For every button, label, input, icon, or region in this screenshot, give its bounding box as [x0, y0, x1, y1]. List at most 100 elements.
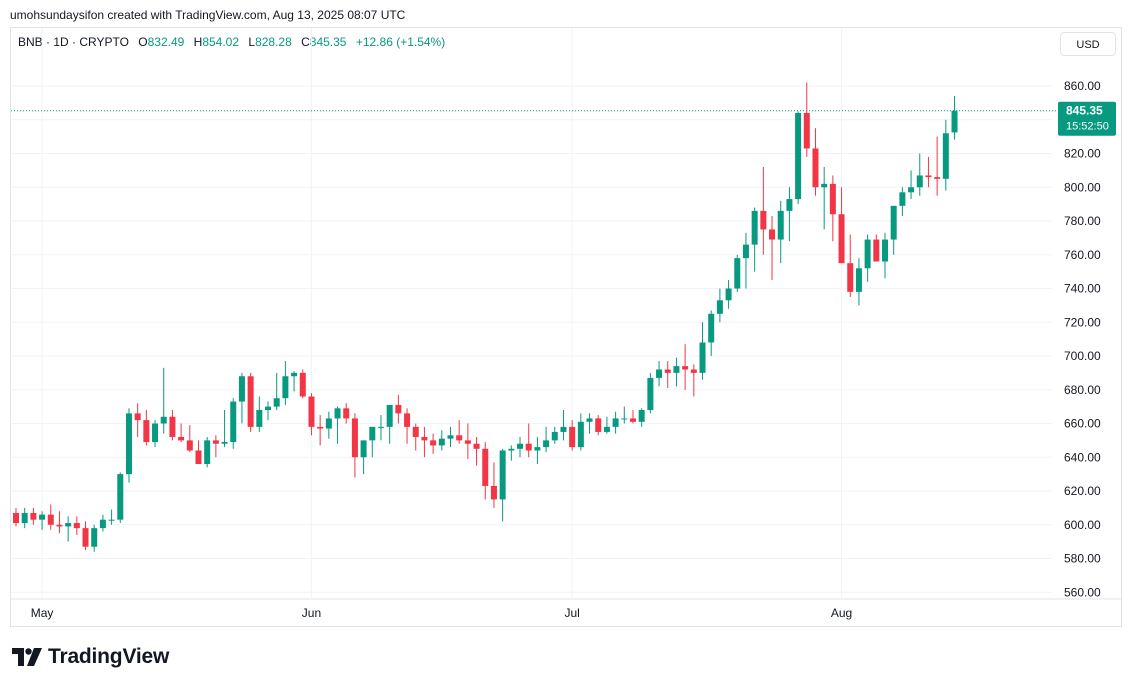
price-tag: 845.35 15:52:50: [1058, 101, 1116, 136]
candle-body: [265, 406, 272, 410]
x-tick-label: Jun: [302, 606, 321, 620]
candle-body: [882, 239, 888, 262]
candle-down: [690, 364, 697, 397]
candle-up: [99, 514, 106, 532]
tradingview-brand[interactable]: TradingView: [12, 645, 169, 669]
candle-up: [638, 408, 645, 427]
candle-body: [291, 372, 298, 377]
candle-body: [847, 263, 854, 292]
candle-body: [412, 426, 419, 437]
candle-up: [551, 426, 558, 444]
candle-up: [899, 187, 906, 216]
candle-body: [908, 187, 915, 193]
candle-body: [230, 401, 237, 443]
candle-down: [308, 393, 315, 436]
candle-down: [56, 511, 63, 534]
candle-body: [186, 440, 193, 451]
symbol-legend: BNB · 1D · CRYPTO O832.49 H854.02 L828.2…: [18, 35, 451, 49]
candle-body: [647, 377, 654, 410]
candle-body: [195, 450, 202, 464]
candle-body: [273, 398, 280, 407]
candles: [13, 82, 958, 552]
candle-down: [473, 437, 480, 466]
candle-up: [325, 411, 332, 439]
candle-body: [699, 342, 706, 373]
candle-down: [482, 442, 489, 500]
candle-body: [803, 113, 810, 149]
x-tick-label: Aug: [831, 606, 852, 620]
candle-up: [603, 416, 610, 434]
candle-up: [656, 361, 663, 387]
candle-body: [317, 426, 324, 429]
candle-down: [664, 361, 671, 389]
candle-up: [152, 420, 159, 448]
candle-body: [82, 528, 89, 547]
candle-up: [612, 411, 619, 434]
x-axis-ticks[interactable]: May Jun Jul Aug: [31, 606, 852, 620]
open-value: 832.49: [147, 35, 185, 49]
candle-body: [934, 177, 941, 179]
candle-body: [456, 435, 463, 441]
candle-up: [855, 258, 862, 306]
candle-body: [325, 418, 332, 429]
candle-body: [586, 418, 593, 422]
candle-down: [178, 423, 185, 443]
y-axis-ticks[interactable]: 560.00 580.00 600.00 620.00 640.00 660.00 680.…: [1064, 79, 1101, 599]
y-tick-label: 680.00: [1064, 383, 1101, 397]
candle-body: [30, 512, 37, 520]
candle-up: [221, 410, 228, 448]
candle-body: [91, 528, 98, 547]
candle-up: [864, 234, 871, 282]
candle-body: [404, 413, 411, 427]
candle-up: [65, 516, 72, 542]
candle-body: [742, 244, 749, 259]
candle-body: [134, 413, 141, 421]
y-tick-label: 660.00: [1064, 417, 1101, 431]
candle-up: [734, 254, 741, 292]
candle-body: [464, 440, 471, 444]
candle-down: [760, 167, 767, 255]
y-tick-label: 860.00: [1064, 79, 1101, 93]
candle-body: [430, 440, 437, 446]
candle-down: [847, 234, 854, 297]
candle-down: [404, 408, 411, 444]
candle-down: [838, 187, 845, 264]
currency-button[interactable]: USD: [1060, 32, 1116, 56]
candle-down: [13, 507, 19, 527]
candle-body: [795, 113, 802, 200]
candle-down: [569, 420, 576, 451]
low-value: 828.28: [255, 35, 292, 49]
candle-up: [204, 437, 211, 468]
candle-up: [238, 372, 245, 424]
candle-body: [612, 418, 619, 427]
candle-down: [212, 435, 219, 458]
candle-down: [395, 394, 402, 424]
candle-down: [299, 369, 306, 399]
candle-down: [812, 128, 819, 196]
candle-up: [586, 413, 593, 434]
candle-body: [360, 440, 367, 458]
candle-up: [882, 232, 888, 279]
candle-body: [899, 192, 906, 206]
price-tag-countdown: 15:52:50: [1066, 121, 1109, 133]
y-tick-label: 580.00: [1064, 552, 1101, 566]
candle-body: [351, 418, 358, 458]
candle-up: [21, 507, 28, 529]
candle-body: [247, 376, 254, 427]
candle-body: [47, 514, 54, 525]
candle-down: [421, 426, 428, 458]
symbol-title[interactable]: BNB · 1D · CRYPTO: [18, 35, 129, 49]
y-tick-label: 780.00: [1064, 214, 1101, 228]
candle-body: [890, 205, 897, 240]
chart-frame[interactable]: [10, 27, 1122, 627]
candle-down: [595, 415, 602, 436]
candle-up: [282, 361, 289, 405]
candle-up: [942, 119, 949, 191]
candle-down: [829, 175, 836, 242]
candle-down: [247, 372, 254, 432]
candle-body: [377, 426, 384, 428]
candle-body: [421, 437, 428, 441]
candle-down: [195, 440, 202, 464]
candle-down: [317, 415, 324, 446]
